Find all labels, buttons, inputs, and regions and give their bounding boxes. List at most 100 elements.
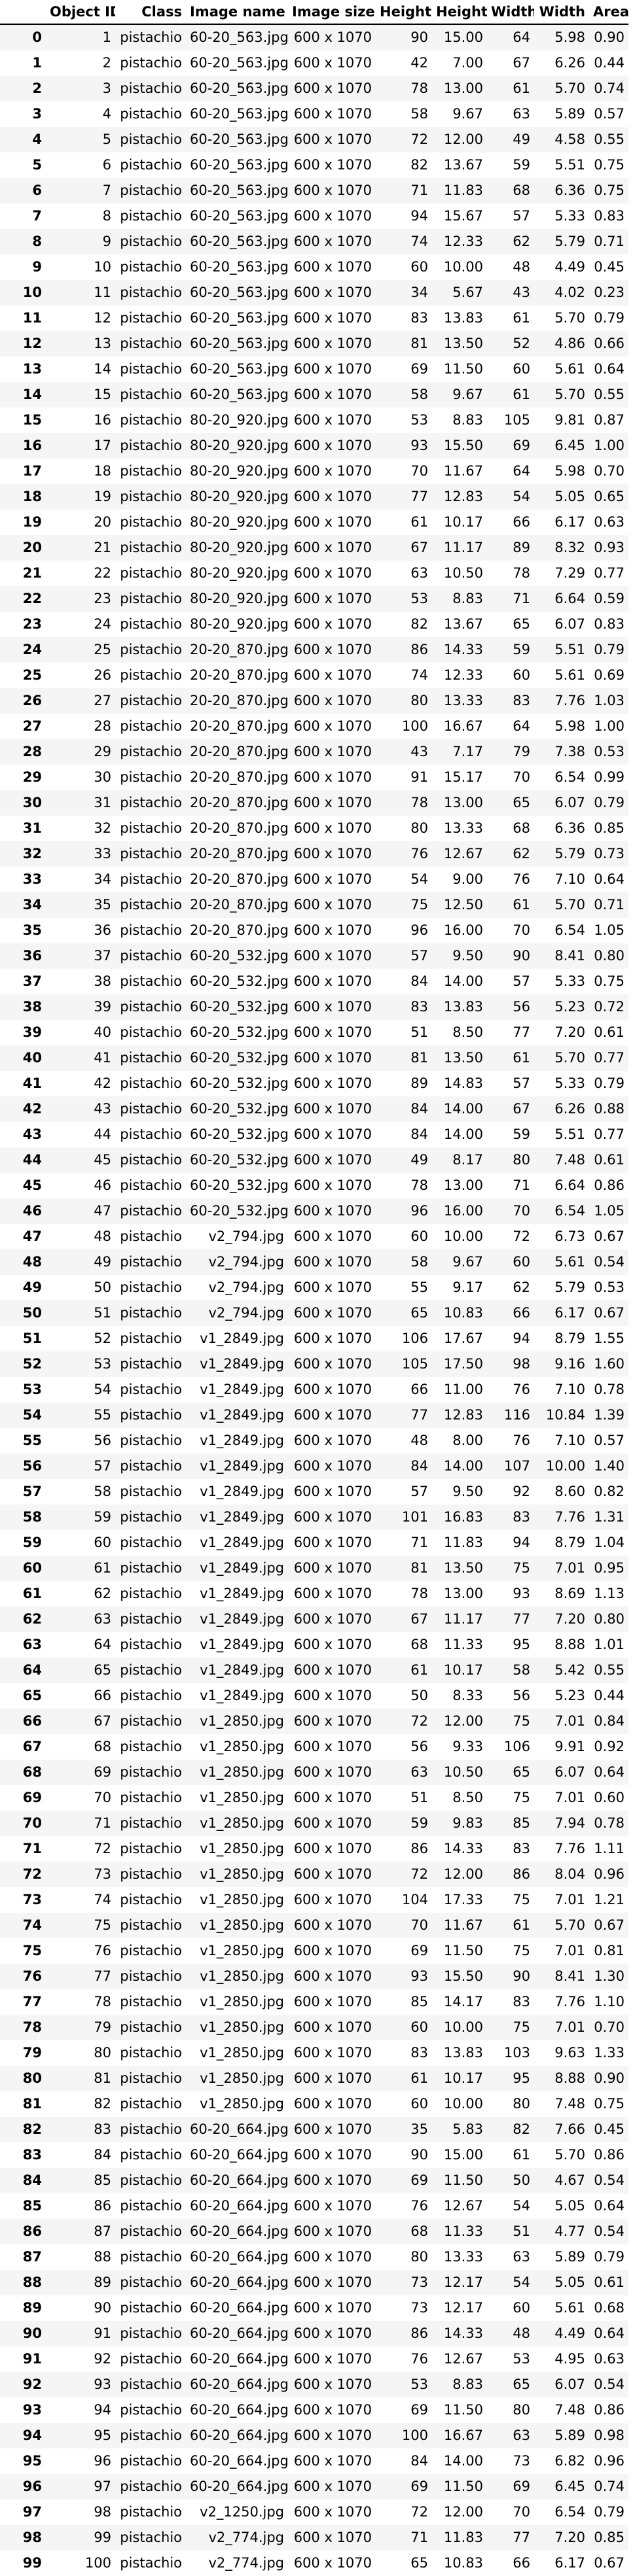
height-mm-cell: 11.50 — [443, 2479, 483, 2494]
image-name-cell: 20-20_870.jpg — [190, 820, 288, 836]
area-cell: 0.45 — [594, 259, 625, 275]
image-name-cell: 80-20_920.jpg — [190, 489, 288, 504]
height-mm-cell: 11.50 — [443, 361, 483, 377]
object-id-cell: 46 — [94, 1177, 111, 1193]
object-id-cell: 33 — [94, 846, 111, 862]
table-row: 20 21 pistachio 80-20_920.jpg 600 x 1070 67 11… — [0, 535, 628, 561]
column-header-class: Class — [115, 0, 186, 25]
height-px-cell: 96 — [410, 922, 428, 938]
image-size-cell: 600 x 1070 — [293, 208, 372, 224]
class-cell: pistachio — [120, 922, 182, 938]
height-mm-cell: 12.17 — [443, 2274, 483, 2290]
height-px-cell: 63 — [410, 565, 428, 581]
column-header-height-px: Height — [376, 0, 432, 25]
height-px-cell: 84 — [410, 1458, 428, 1474]
table-row: 14 15 pistachio 60-20_563.jpg 600 x 1070 58 9.… — [0, 382, 628, 408]
image-size-cell: 600 x 1070 — [293, 2223, 372, 2239]
image-size-cell: 600 x 1070 — [293, 1254, 372, 1270]
object-id-cell: 52 — [94, 1331, 111, 1346]
table-row: 43 44 pistachio 60-20_532.jpg 600 x 1070 84 14… — [0, 1122, 628, 1147]
height-px-cell: 60 — [410, 2096, 428, 2112]
class-cell: pistachio — [120, 2453, 182, 2469]
area-cell: 0.54 — [594, 2172, 625, 2188]
class-cell: pistachio — [120, 106, 182, 122]
image-size-cell: 600 x 1070 — [293, 1611, 372, 1627]
width-px-cell: 72 — [513, 1228, 530, 1244]
object-id-cell: 4 — [102, 106, 111, 122]
width-px-cell: 57 — [513, 208, 530, 224]
class-cell: pistachio — [120, 1305, 182, 1321]
object-id-cell: 63 — [94, 1611, 111, 1627]
image-size-cell: 600 x 1070 — [293, 361, 372, 377]
area-cell: 0.61 — [594, 1024, 625, 1040]
object-id-cell: 1 — [102, 29, 111, 45]
column-header-width-mm: Width — [534, 0, 589, 25]
height-mm-cell: 11.17 — [443, 540, 483, 555]
image-name-cell: v2_794.jpg — [208, 1228, 284, 1244]
row-index: 83 — [22, 2147, 42, 2163]
image-size-cell: 600 x 1070 — [293, 871, 372, 887]
height-mm-cell: 14.33 — [443, 1841, 483, 1856]
image-name-cell: 60-20_563.jpg — [190, 131, 288, 147]
row-index: 14 — [22, 387, 42, 402]
height-px-cell: 81 — [410, 1560, 428, 1576]
width-px-cell: 56 — [513, 999, 530, 1015]
height-px-cell: 74 — [410, 667, 428, 683]
width-mm-cell: 5.89 — [554, 2249, 585, 2265]
area-cell: 0.64 — [594, 361, 625, 377]
height-mm-cell: 14.33 — [443, 642, 483, 657]
object-id-cell: 93 — [94, 2376, 111, 2392]
row-index: 23 — [22, 616, 42, 632]
table-row: 35 36 pistachio 20-20_870.jpg 600 x 1070 96 16… — [0, 918, 628, 943]
height-mm-cell: 11.67 — [443, 463, 483, 479]
image-size-cell: 600 x 1070 — [293, 1075, 372, 1091]
height-mm-cell: 14.17 — [443, 1994, 483, 2010]
class-cell: pistachio — [120, 1458, 182, 1474]
image-size-cell: 600 x 1070 — [293, 514, 372, 530]
table-row: 8 9 pistachio 60-20_563.jpg 600 x 1070 74 12.3… — [0, 229, 628, 254]
row-index: 97 — [22, 2504, 42, 2520]
area-cell: 0.44 — [594, 1688, 625, 1703]
image-size-cell: 600 x 1070 — [293, 1841, 372, 1856]
class-cell: pistachio — [120, 1713, 182, 1729]
height-mm-cell: 14.00 — [443, 973, 483, 989]
image-size-cell: 600 x 1070 — [293, 157, 372, 173]
row-index: 75 — [22, 1943, 42, 1958]
width-mm-cell: 6.17 — [554, 2555, 585, 2571]
column-header-area: Area — [589, 0, 628, 25]
width-px-cell: 68 — [513, 820, 530, 836]
image-size-cell: 600 x 1070 — [293, 1866, 372, 1882]
table-row: 22 23 pistachio 80-20_920.jpg 600 x 1070 53 8.… — [0, 586, 628, 612]
height-mm-cell: 10.00 — [443, 2019, 483, 2035]
height-mm-cell: 13.33 — [443, 820, 483, 836]
class-cell: pistachio — [120, 1968, 182, 1984]
height-mm-cell: 10.83 — [443, 1305, 483, 1321]
area-cell: 1.31 — [594, 1509, 625, 1525]
width-mm-cell: 5.23 — [554, 999, 585, 1015]
table-row: 16 17 pistachio 80-20_920.jpg 600 x 1070 93 15… — [0, 433, 628, 459]
width-px-cell: 75 — [513, 2019, 530, 2035]
row-index: 64 — [22, 1662, 42, 1678]
class-cell: pistachio — [120, 693, 182, 708]
table-row: 65 66 pistachio v1_2849.jpg 600 x 1070 50 8.33… — [0, 1683, 628, 1709]
area-cell: 0.85 — [594, 2530, 625, 2545]
class-cell: pistachio — [120, 897, 182, 913]
image-size-cell: 600 x 1070 — [293, 1024, 372, 1040]
object-id-cell: 19 — [94, 489, 111, 504]
width-mm-cell: 9.91 — [554, 1739, 585, 1754]
area-cell: 0.78 — [594, 1382, 625, 1397]
height-px-cell: 93 — [410, 1968, 428, 1984]
image-size-cell: 600 x 1070 — [293, 2325, 372, 2341]
table-row: 66 67 pistachio v1_2850.jpg 600 x 1070 72 12.0… — [0, 1709, 628, 1734]
image-size-cell: 600 x 1070 — [293, 1535, 372, 1550]
height-px-cell: 49 — [410, 1152, 428, 1168]
row-index: 41 — [22, 1075, 42, 1091]
image-name-cell: 60-20_532.jpg — [190, 1152, 288, 1168]
height-mm-cell: 8.17 — [452, 1152, 483, 1168]
image-size-cell: 600 x 1070 — [293, 2172, 372, 2188]
class-cell: pistachio — [120, 183, 182, 198]
width-px-cell: 65 — [513, 616, 530, 632]
width-mm-cell: 5.05 — [554, 2198, 585, 2214]
width-px-cell: 61 — [513, 310, 530, 326]
width-px-cell: 76 — [513, 871, 530, 887]
